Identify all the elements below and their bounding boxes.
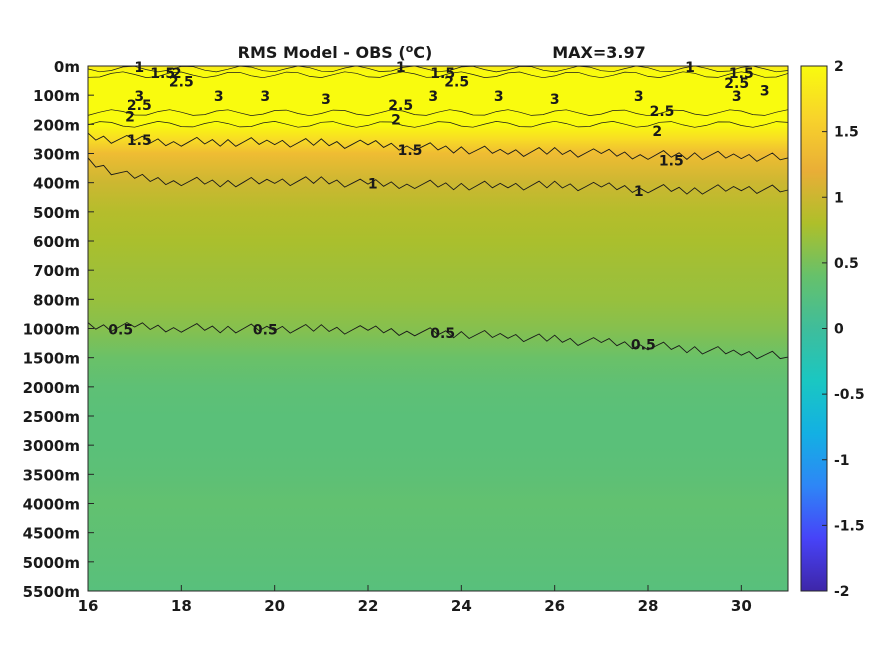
contour-line [87, 71, 789, 79]
contour-label: 2.5 [388, 98, 413, 114]
contour-label: 2.5 [650, 104, 675, 120]
colorbar-tick-label: 0 [834, 322, 844, 338]
contour-label: 1.5 [430, 66, 455, 82]
colorbar-tick-label: -0.5 [834, 387, 865, 403]
y-tick-label: 5500m [23, 583, 80, 601]
contour-label: 2.5 [127, 98, 152, 114]
colorbar: 2 1.5 1 0.5 0 -0.5 -1 -1.5 -2 [800, 59, 865, 600]
y-tick-label: 800m [33, 291, 80, 309]
colorbar-tick-label: 1 [834, 190, 844, 206]
contour-line [87, 132, 789, 162]
contour-line [87, 322, 789, 360]
colorbar-tick-label: 0.5 [834, 256, 859, 272]
y-tick-label: 5000m [23, 554, 80, 572]
plot-area [88, 66, 788, 591]
contour-label: 3 [321, 92, 331, 108]
y-tick-label: 0m [54, 58, 80, 76]
contour-label: 2.5 [444, 75, 469, 91]
title-text: RMS Model - OBS (oC) [238, 42, 433, 62]
y-tick-label: 1500m [23, 350, 80, 368]
y-tick-label: 200m [33, 116, 80, 134]
contour-label: 3 [428, 89, 438, 105]
y-tick-label: 600m [33, 233, 80, 251]
contour-label: 0.5 [253, 323, 278, 339]
contour-label: 3 [550, 92, 560, 108]
contour-label: 3 [214, 89, 224, 105]
contour-line [87, 157, 789, 195]
x-tick-label: 26 [544, 597, 565, 615]
y-tick-label: 300m [33, 146, 80, 164]
contour-label: 0.5 [631, 338, 656, 354]
contour-label: 2.5 [724, 76, 749, 92]
x-axis: 16 18 20 22 24 26 28 30 [78, 585, 752, 615]
y-tick-label: 400m [33, 175, 80, 193]
y-tick-label: 700m [33, 262, 80, 280]
contour-label: 2 [652, 124, 662, 140]
contour-label: 3 [134, 89, 144, 105]
x-tick-label: 18 [171, 597, 192, 615]
colorbar-tick-label: 1.5 [834, 125, 859, 141]
y-tick-label: 1000m [23, 321, 80, 339]
contour-lines [87, 65, 789, 360]
colorbar-tick-label: 2 [834, 59, 844, 75]
x-tick-label: 16 [78, 597, 99, 615]
contour-label: 1.5 [398, 143, 423, 159]
contour-label: 3 [494, 89, 504, 105]
colorbar-tick-label: -2 [834, 584, 850, 600]
x-tick-label: 22 [358, 597, 379, 615]
contour-label: 0.5 [108, 323, 133, 339]
y-tick-label: 3000m [23, 437, 80, 455]
contour-label: 1.5 [729, 66, 754, 82]
contour-label: 3 [760, 83, 770, 99]
contour-label: 1 [685, 60, 695, 76]
y-tick-label: 3500m [23, 466, 80, 484]
contour-label: 2 [125, 110, 135, 126]
colorbar-tick-label: -1 [834, 453, 850, 469]
y-axis: 0m 100m 200m 300m 400m 500m 600m 700m 800m 1000m 1… [23, 58, 94, 601]
contour-label: 3 [732, 89, 742, 105]
y-tick-label: 2000m [23, 379, 80, 397]
x-tick-label: 30 [731, 597, 752, 615]
contour-label: 2 [172, 66, 182, 82]
contour-label: 1.5 [127, 133, 152, 149]
contour-label: 2.5 [169, 75, 194, 91]
y-tick-label: 4000m [23, 496, 80, 514]
max-annotation: MAX=3.97 [552, 43, 646, 62]
contour-label: 1.5 [150, 66, 175, 82]
y-tick-label: 100m [33, 87, 80, 105]
contour-label: 1 [396, 60, 406, 76]
chart-title: RMS Model - OBS (oC) MAX=3.97 [238, 42, 646, 62]
contour-label: 3 [260, 89, 270, 105]
y-tick-label: 500m [33, 204, 80, 222]
x-tick-label: 28 [638, 597, 659, 615]
contour-line [87, 65, 789, 73]
x-tick-label: 20 [264, 597, 285, 615]
contour-label: 1 [368, 177, 378, 193]
contour-label: 2 [391, 113, 401, 129]
contour-label: 1 [134, 60, 144, 76]
contour-label: 1 [634, 184, 644, 200]
contour-line [87, 109, 789, 117]
contour-label: 1.5 [659, 153, 684, 169]
contour-label: 0.5 [430, 326, 455, 342]
contour-line [87, 120, 789, 128]
y-tick-label: 2500m [23, 408, 80, 426]
x-tick-label: 24 [451, 597, 472, 615]
contour-label: 3 [634, 89, 644, 105]
rms-field [88, 66, 788, 591]
colorbar-tick-label: -1.5 [834, 518, 865, 534]
y-tick-label: 4500m [23, 525, 80, 543]
